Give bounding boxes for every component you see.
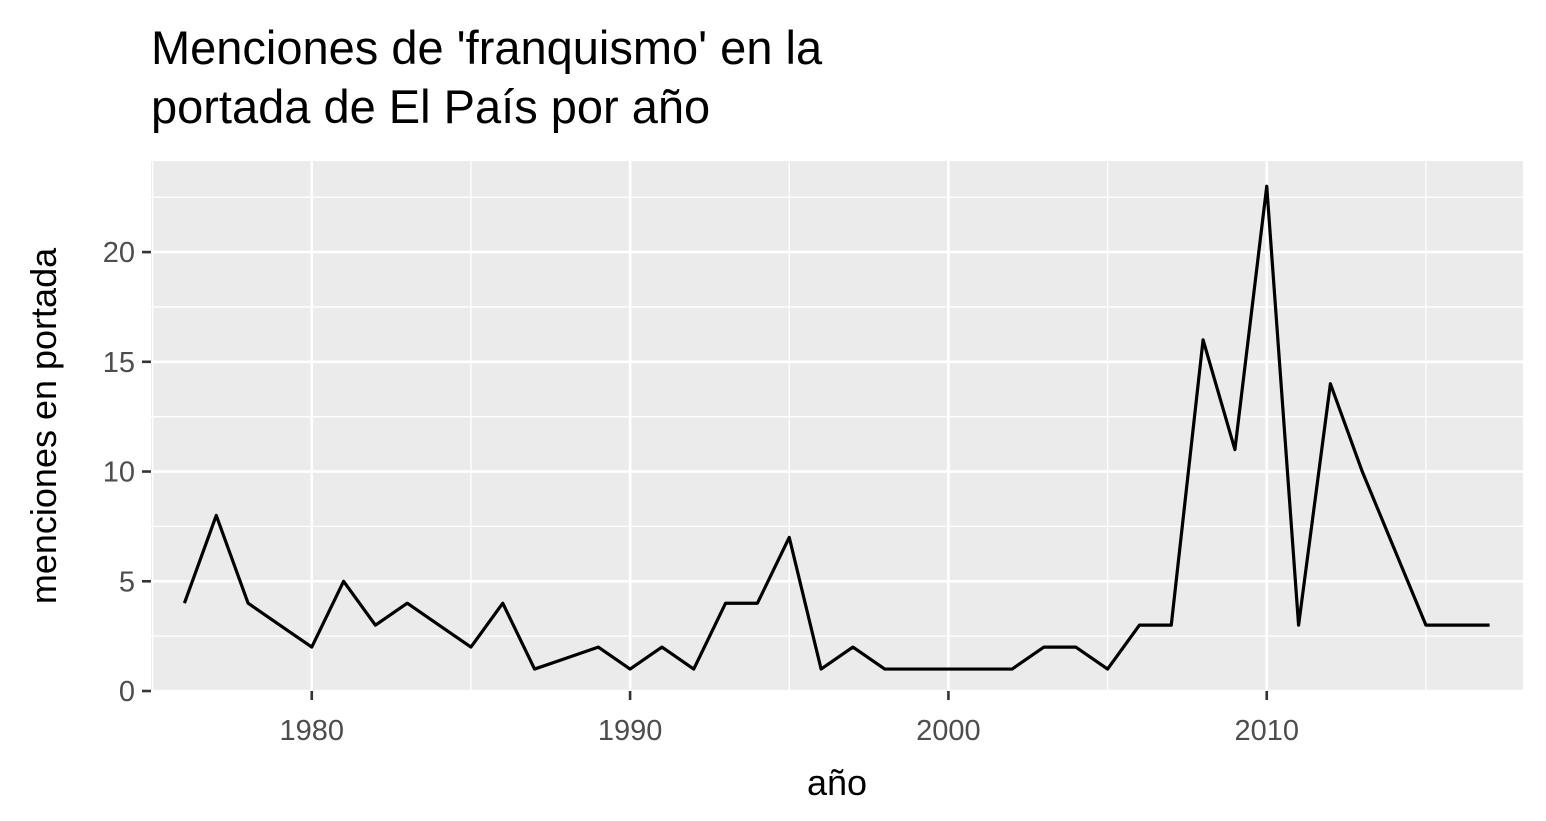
plot-panel <box>151 161 1523 691</box>
y-axis-title: menciones en portada <box>23 247 64 604</box>
x-tick-label: 1980 <box>279 715 344 747</box>
minor-gridlines <box>151 161 1523 691</box>
x-tick-label: 2010 <box>1234 715 1299 747</box>
x-tick-label: 2000 <box>916 715 981 747</box>
y-tick-label: 20 <box>103 237 135 269</box>
y-tick-label: 5 <box>119 566 135 598</box>
x-tick-label: 1990 <box>598 715 663 747</box>
chart-title: Menciones de 'franquismo' en la portada … <box>151 21 823 133</box>
y-tick-label: 10 <box>103 457 135 489</box>
chart-title-line-2: portada de El País por año <box>151 80 710 133</box>
x-axis-title: año <box>807 762 867 803</box>
x-axis: 1980 1990 2000 2010 <box>279 691 1299 747</box>
y-tick-label: 0 <box>119 676 135 708</box>
series-layer <box>182 184 1490 671</box>
major-gridlines <box>151 161 1523 693</box>
y-tick-label: 15 <box>103 347 135 379</box>
series-line <box>182 184 1490 671</box>
y-axis: 0 5 10 15 20 <box>103 237 151 708</box>
chart-title-line-1: Menciones de 'franquismo' en la <box>151 21 823 74</box>
